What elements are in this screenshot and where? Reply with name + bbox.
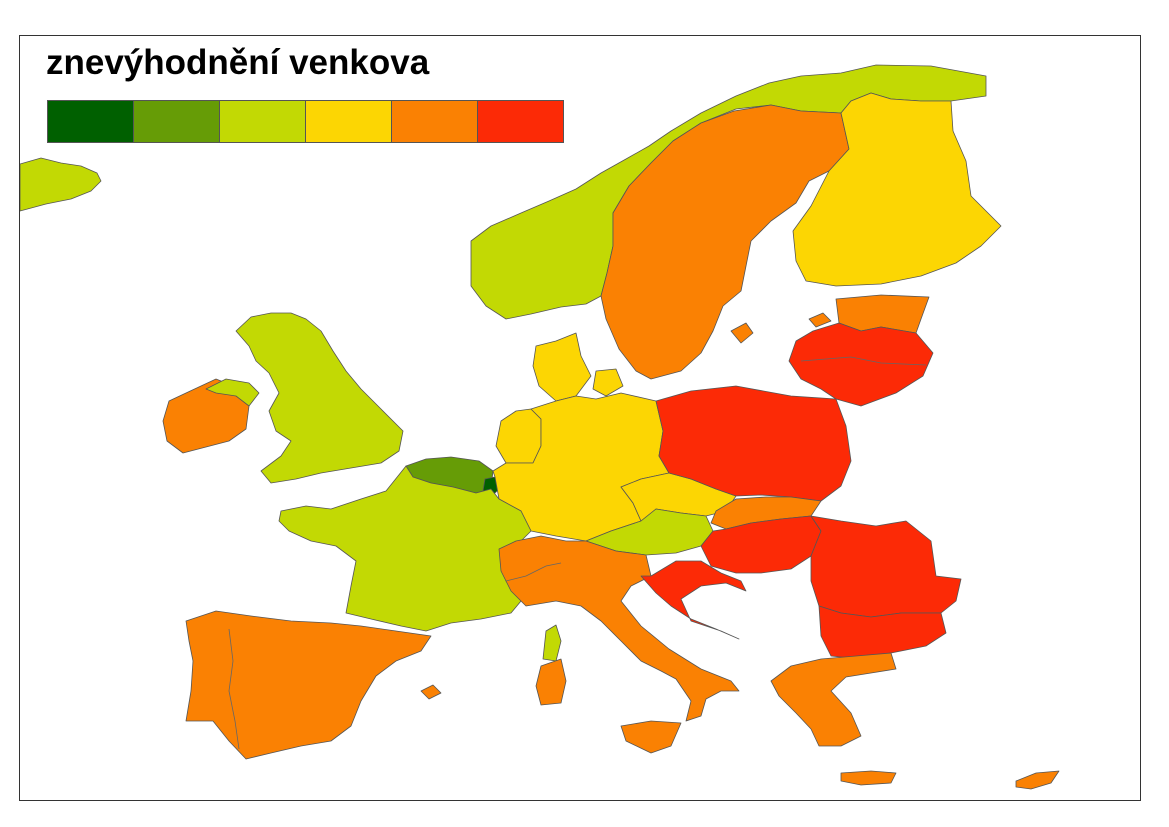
region-netherlands — [495, 408, 542, 464]
region-sicily — [620, 720, 682, 754]
legend-swatch-2 — [133, 100, 220, 143]
region-denmark-islands — [592, 368, 624, 397]
europe-map — [20, 64, 1060, 790]
region-saaremaa — [808, 312, 832, 328]
legend-swatch-5 — [391, 100, 478, 143]
legend-swatch-4 — [305, 100, 392, 143]
region-denmark — [532, 332, 592, 402]
region-northern-ireland — [205, 378, 260, 407]
region-italy — [498, 535, 740, 722]
region-cyprus — [1015, 770, 1060, 790]
region-bulgaria — [818, 605, 947, 660]
legend-swatch-6 — [477, 100, 564, 143]
region-gotland — [730, 322, 754, 344]
region-spain-portugal — [185, 610, 432, 760]
map-title: znevýhodnění venkova — [46, 43, 430, 82]
region-iceland — [20, 157, 102, 212]
region-ireland — [162, 378, 250, 454]
legend-swatch-1 — [47, 100, 134, 143]
region-balearic — [420, 684, 442, 700]
region-greece — [770, 652, 897, 747]
region-croatia — [640, 560, 747, 640]
region-corsica — [542, 624, 562, 662]
region-latvia-lithuania — [788, 322, 934, 407]
region-crete — [840, 770, 897, 786]
region-united-kingdom — [235, 312, 404, 484]
region-romania — [810, 515, 962, 618]
region-sardinia — [535, 658, 567, 706]
legend-color-scale — [47, 100, 564, 143]
map-frame: znevýhodnění venkova — [19, 35, 1141, 801]
region-finland — [792, 92, 1002, 287]
legend-swatch-3 — [219, 100, 306, 143]
